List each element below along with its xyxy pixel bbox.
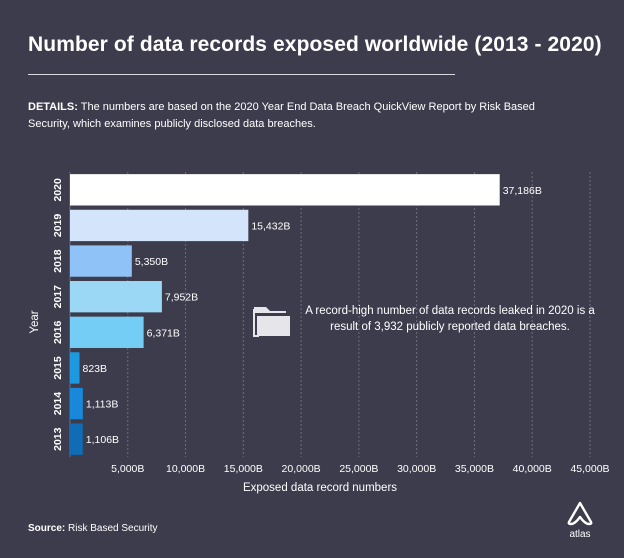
atlas-logo-text: atlas bbox=[569, 529, 591, 540]
bar-2018 bbox=[70, 245, 132, 277]
bar-2013 bbox=[70, 423, 83, 455]
x-tick-label: 35,000B bbox=[455, 463, 494, 475]
value-label: 1,106B bbox=[86, 434, 119, 446]
value-label: 15,432B bbox=[251, 220, 290, 232]
category-label: 2018 bbox=[52, 249, 64, 273]
title-divider bbox=[28, 74, 455, 75]
value-label: 5,350B bbox=[135, 256, 168, 268]
value-label: 1,113B bbox=[86, 399, 119, 411]
bar-2020 bbox=[70, 174, 500, 206]
x-tick-label: 45,000B bbox=[570, 463, 609, 475]
chart-labels: 5,000B 10,000B 15,000B 20,000B 25,000B 30,000… bbox=[29, 178, 610, 494]
category-label: 2016 bbox=[52, 320, 64, 344]
value-label: 37,186B bbox=[503, 185, 542, 197]
chart-grid bbox=[127, 172, 591, 457]
value-label: 6,371B bbox=[147, 327, 180, 339]
annotation-text: A record-high number of data records lea… bbox=[305, 305, 595, 333]
category-label: 2014 bbox=[52, 392, 64, 416]
category-label: 2015 bbox=[52, 356, 64, 380]
bar-2019 bbox=[70, 209, 249, 242]
chart-title: Number of data records exposed worldwide… bbox=[28, 33, 602, 56]
bar-2017 bbox=[70, 281, 162, 313]
details-body: The numbers are based on the 2020 Year E… bbox=[28, 101, 535, 130]
category-label: 2013 bbox=[52, 427, 64, 451]
category-label: 2017 bbox=[52, 285, 64, 309]
y-axis-title: Year bbox=[29, 310, 41, 333]
x-tick-label: 5,000B bbox=[111, 463, 144, 475]
x-tick-label: 20,000B bbox=[282, 463, 321, 475]
x-tick-label: 25,000B bbox=[339, 463, 378, 475]
x-tick-label: 10,000B bbox=[166, 463, 205, 475]
source-note: Source: Risk Based Security bbox=[28, 523, 158, 534]
category-label: 2019 bbox=[52, 214, 64, 238]
chart-bars bbox=[70, 174, 500, 455]
category-label: 2020 bbox=[52, 178, 64, 202]
bar-2016 bbox=[70, 316, 144, 348]
annotation: A record-high number of data records lea… bbox=[252, 303, 602, 339]
x-tick-label: 15,000B bbox=[224, 463, 263, 475]
details-text: DETAILS: The numbers are based on the 20… bbox=[28, 99, 568, 133]
source-text: Risk Based Security bbox=[65, 523, 158, 534]
atlas-logo: atlas bbox=[563, 500, 597, 540]
source-label: Source: bbox=[28, 523, 66, 534]
x-axis-title: Exposed data record numbers bbox=[243, 482, 397, 494]
atlas-logo-icon bbox=[567, 501, 593, 526]
bar-2014 bbox=[70, 387, 83, 420]
bar-2015 bbox=[70, 352, 80, 384]
value-label: 7,952B bbox=[165, 292, 198, 304]
value-label: 823B bbox=[83, 363, 108, 375]
details-label: DETAILS: bbox=[28, 101, 78, 113]
x-tick-label: 40,000B bbox=[513, 463, 552, 475]
x-tick-label: 30,000B bbox=[397, 463, 436, 475]
folder-icon bbox=[253, 307, 290, 337]
